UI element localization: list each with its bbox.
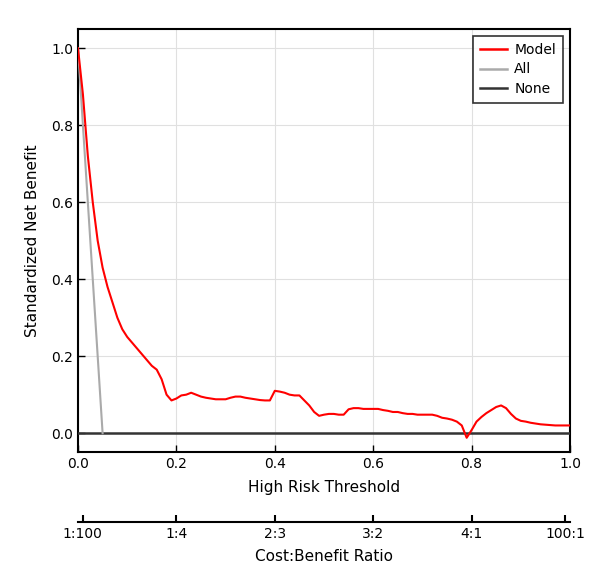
Y-axis label: Standardized Net Benefit: Standardized Net Benefit [25,144,40,337]
X-axis label: Cost:Benefit Ratio: Cost:Benefit Ratio [255,549,393,564]
Legend: Model, All, None: Model, All, None [473,36,563,103]
X-axis label: High Risk Threshold: High Risk Threshold [248,480,400,495]
